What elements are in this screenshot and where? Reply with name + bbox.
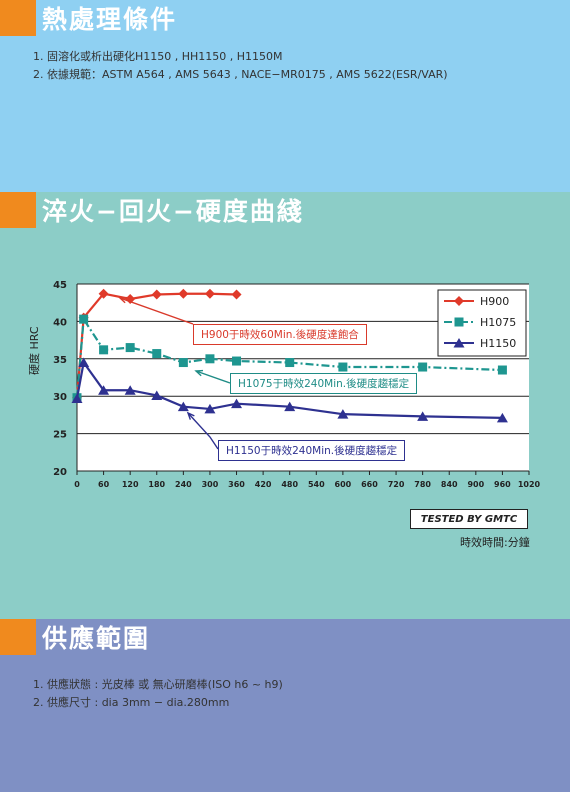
chart-series xyxy=(71,288,508,423)
point-marker xyxy=(98,288,109,299)
series-h1150 xyxy=(71,357,508,423)
point-marker xyxy=(177,401,189,412)
point-marker xyxy=(125,343,135,353)
point-marker xyxy=(454,317,464,327)
x-tick-label: 720 xyxy=(388,480,405,489)
point-marker xyxy=(337,409,349,419)
y-tick-label: 35 xyxy=(53,355,67,366)
list-item: 2. 依據規範：ASTM A564 , AMS 5643 , NACE−MR01… xyxy=(33,68,448,81)
annotation-arrow xyxy=(195,370,231,384)
point-marker xyxy=(453,338,465,348)
x-axis-label: 時效時間:分鐘 xyxy=(460,536,530,549)
x-tick-label: 120 xyxy=(122,480,139,489)
hardness-chart: 20 25 30 35 40 45 0 60 120 180 240 300 360 420 480 540 6… xyxy=(53,280,540,489)
list-item: 1. 供應狀態 : 光皮棒 或 無心研磨棒(ISO h6 ~ h9) xyxy=(33,678,283,691)
y-tick-label: 20 xyxy=(53,467,67,478)
orange-marker xyxy=(0,192,36,228)
point-marker xyxy=(204,403,216,414)
heat-treatment-title: 熱處理條件 xyxy=(42,5,178,34)
point-marker xyxy=(205,354,215,364)
y-tick-label: 40 xyxy=(53,317,67,328)
orange-marker xyxy=(0,619,36,655)
point-marker xyxy=(496,412,508,423)
legend-label: H1150 xyxy=(480,337,516,350)
supply-section xyxy=(0,619,570,792)
legend-label: H900 xyxy=(480,295,509,308)
supply-title: 供應範圍 xyxy=(42,624,151,653)
point-marker xyxy=(285,358,295,368)
x-tick-label: 600 xyxy=(335,480,352,489)
x-tick-label: 300 xyxy=(202,480,219,489)
point-marker xyxy=(284,401,296,412)
arrow-head xyxy=(194,369,204,377)
point-marker xyxy=(178,288,189,299)
y-tick-label: 45 xyxy=(53,280,67,291)
point-marker xyxy=(418,362,428,372)
chart-legend: H900 H1075 H1150 xyxy=(437,289,527,357)
point-marker xyxy=(338,362,348,372)
x-tick-label: 180 xyxy=(148,480,165,489)
annotation-arrow xyxy=(187,412,219,450)
legend-label: H1075 xyxy=(480,316,516,329)
h1150-annotation: H1150于時效240Min.後硬度趨穩定 xyxy=(218,440,406,461)
x-tick-label: 780 xyxy=(414,480,431,489)
supply-header: 供應範圍 xyxy=(0,619,150,655)
y-tick-label: 30 xyxy=(53,392,67,403)
point-marker xyxy=(232,356,242,366)
point-marker xyxy=(231,289,242,300)
heat-treatment-section xyxy=(0,0,570,192)
hardness-curve-title: 淬火−回火−硬度曲綫 xyxy=(42,197,304,226)
point-marker xyxy=(497,365,507,375)
chart-ticks: 20 25 30 35 40 45 0 60 120 180 240 300 360 420 480 540 6… xyxy=(53,280,540,489)
list-item: 1. 固溶化或析出硬化H1150 , HH1150 , H1150M xyxy=(33,50,283,63)
point-marker xyxy=(231,398,243,409)
heat-treatment-header: 熱處理條件 xyxy=(0,0,177,36)
h1075-annotation: H1075于時效240Min.後硬度趨穩定 xyxy=(230,373,418,394)
x-tick-label: 240 xyxy=(175,480,192,489)
tested-by-label: TESTED BY GMTC xyxy=(410,509,528,529)
point-marker xyxy=(78,357,90,368)
x-tick-label: 0 xyxy=(74,480,80,489)
x-tick-label: 540 xyxy=(308,480,325,489)
point-marker xyxy=(124,385,136,395)
annotation-arrow xyxy=(119,297,194,325)
point-marker xyxy=(151,390,163,400)
point-marker xyxy=(454,296,464,306)
x-tick-label: 900 xyxy=(467,480,484,489)
point-marker xyxy=(417,411,429,421)
arrow-head xyxy=(118,296,128,304)
h900-annotation: H900于時效60Min.後硬度達飽合 xyxy=(193,324,367,345)
x-tick-label: 360 xyxy=(228,480,245,489)
x-tick-label: 960 xyxy=(494,480,511,489)
series-h1075 xyxy=(72,314,507,403)
x-tick-label: 60 xyxy=(98,480,110,489)
x-tick-label: 420 xyxy=(255,480,272,489)
y-tick-label: 25 xyxy=(53,430,67,441)
heat-treatment-list: 1. 固溶化或析出硬化H1150 , HH1150 , H1150M 2. 依據… xyxy=(33,48,448,84)
point-marker xyxy=(178,358,188,368)
annotation-arrows xyxy=(118,296,231,450)
point-marker xyxy=(98,385,110,395)
x-tick-label: 1020 xyxy=(518,480,541,489)
x-tick-label: 480 xyxy=(281,480,298,489)
hardness-curve-header: 淬火−回火−硬度曲綫 xyxy=(0,192,304,228)
point-marker xyxy=(71,393,83,403)
point-marker xyxy=(99,345,109,355)
point-marker xyxy=(204,288,215,299)
point-marker xyxy=(152,349,162,359)
x-tick-label: 660 xyxy=(361,480,378,489)
supply-list: 1. 供應狀態 : 光皮棒 或 無心研磨棒(ISO h6 ~ h9) 2. 供應… xyxy=(33,676,283,712)
series-line xyxy=(75,359,503,419)
point-marker xyxy=(151,289,162,300)
orange-marker xyxy=(0,0,36,36)
list-item: 2. 供應尺寸 : dia 3mm − dia.280mm xyxy=(33,696,230,709)
arrow-head xyxy=(186,411,195,420)
point-marker xyxy=(79,314,89,324)
series-line xyxy=(75,315,503,398)
x-tick-label: 840 xyxy=(441,480,458,489)
y-axis-label: 硬度 HRC xyxy=(28,326,41,375)
